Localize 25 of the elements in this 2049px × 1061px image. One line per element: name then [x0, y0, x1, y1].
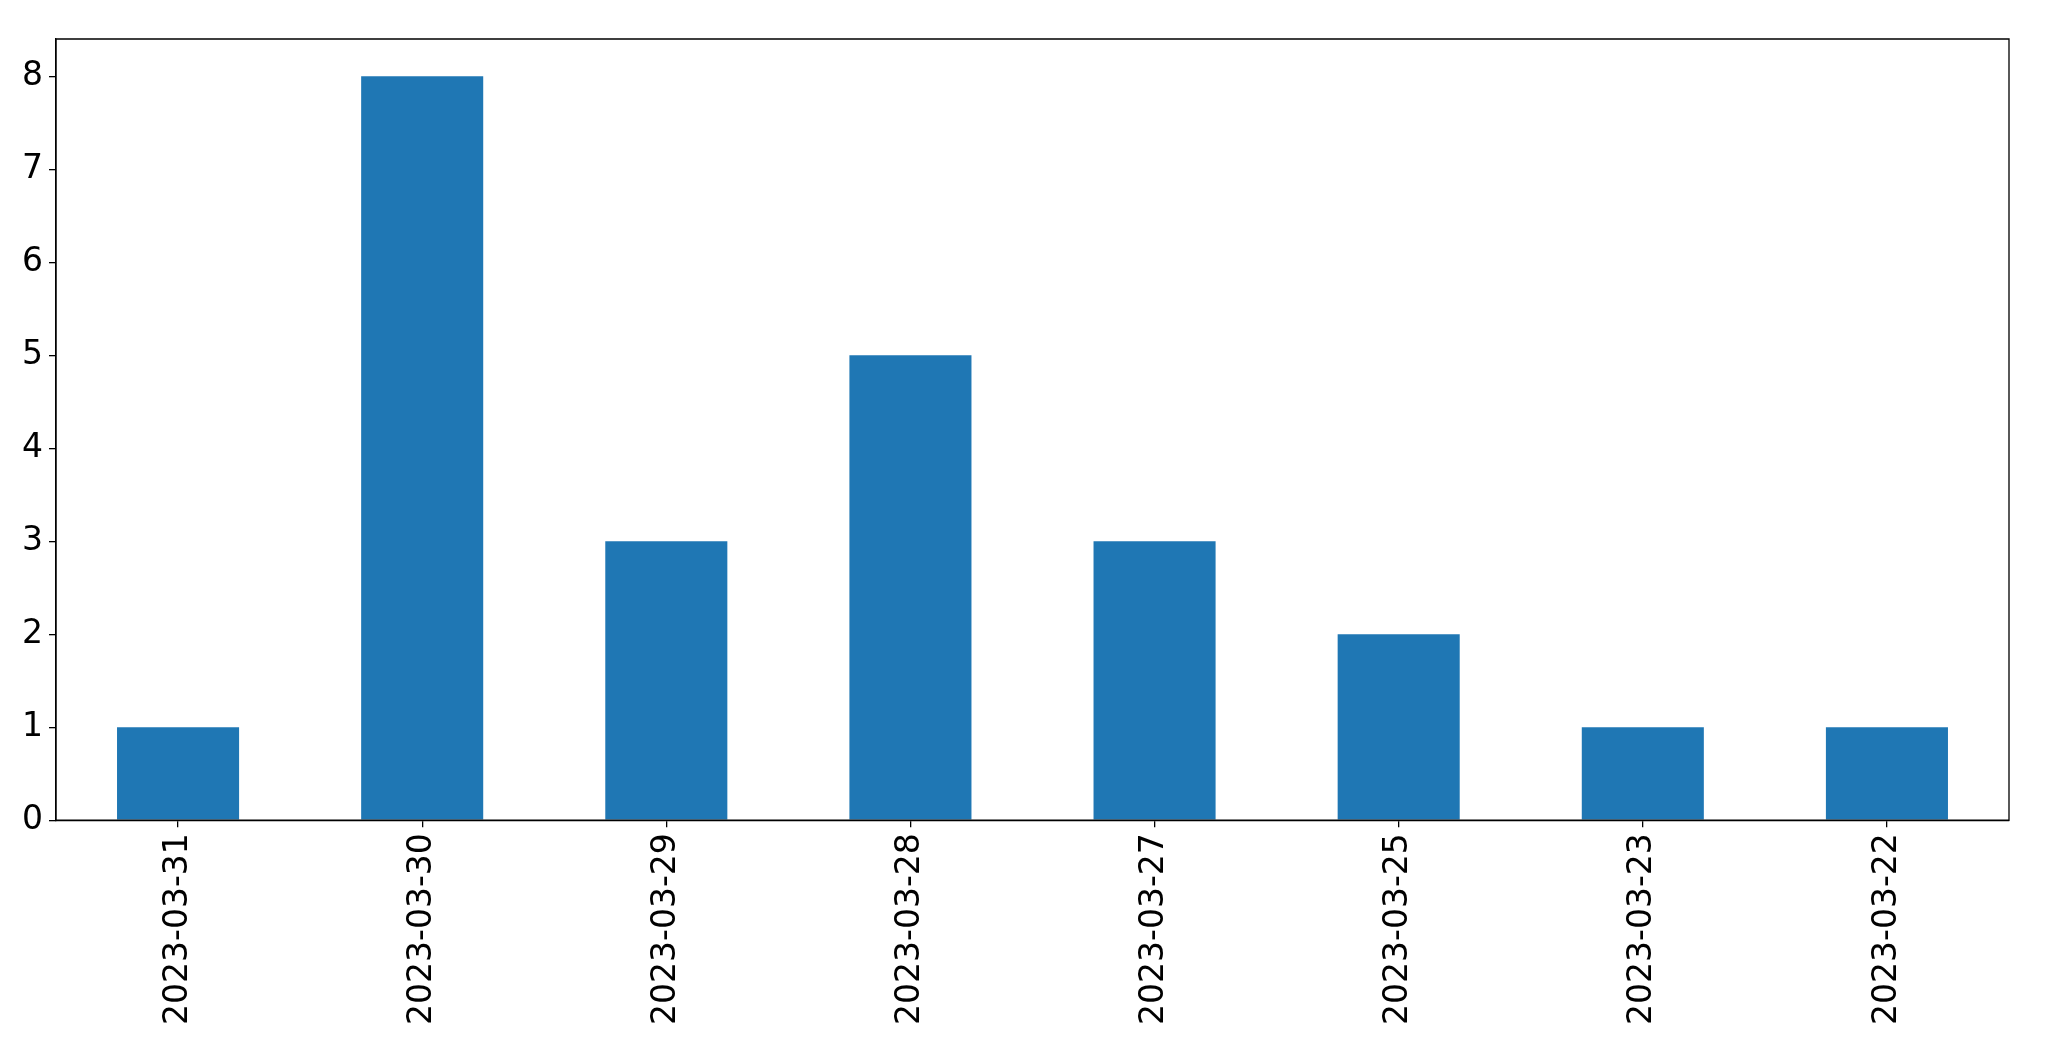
y-tick-label: 8	[22, 53, 43, 93]
bar	[1581, 727, 1704, 820]
bar	[1825, 727, 1948, 820]
y-tick-label: 2	[22, 611, 43, 651]
bar	[361, 76, 484, 820]
bar	[605, 541, 728, 820]
x-tick-label: 2023-03-30	[399, 833, 439, 1025]
y-tick-label: 0	[22, 797, 43, 837]
x-tick-label: 2023-03-28	[888, 833, 928, 1025]
x-tick-label: 2023-03-23	[1620, 833, 1660, 1025]
y-tick-label: 6	[22, 239, 43, 279]
x-tick-label: 2023-03-22	[1864, 833, 1904, 1025]
y-tick-label: 1	[22, 704, 43, 744]
x-tick-label: 2023-03-25	[1376, 833, 1416, 1025]
bar	[1093, 541, 1216, 820]
y-tick-label: 4	[22, 425, 43, 465]
x-tick-label: 2023-03-29	[643, 833, 683, 1025]
y-tick-label: 5	[22, 332, 43, 372]
x-tick-label: 2023-03-31	[155, 833, 195, 1025]
bar	[849, 355, 972, 820]
y-tick-label: 3	[22, 518, 43, 558]
x-tick-label: 2023-03-27	[1132, 833, 1172, 1025]
bar	[1337, 634, 1460, 820]
y-tick-label: 7	[22, 146, 43, 186]
bar	[117, 727, 240, 820]
